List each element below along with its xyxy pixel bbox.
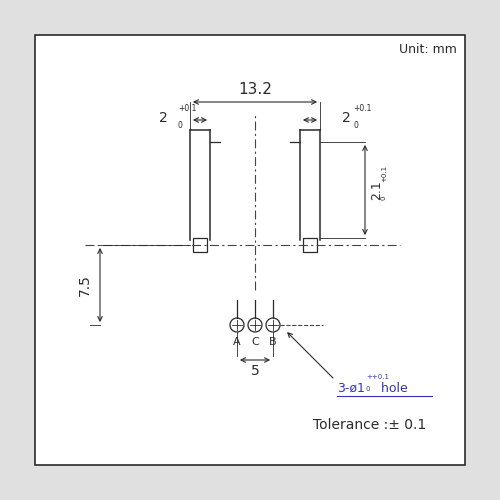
Text: 2: 2 — [159, 111, 168, 125]
Text: 7.5: 7.5 — [78, 274, 92, 296]
Text: B: B — [269, 337, 277, 347]
Text: 0: 0 — [353, 121, 358, 130]
Text: 13.2: 13.2 — [238, 82, 272, 97]
Text: 5: 5 — [250, 364, 260, 378]
Text: A: A — [233, 337, 241, 347]
Text: hole: hole — [377, 382, 408, 395]
Text: 2: 2 — [342, 111, 351, 125]
Text: Unit: mm: Unit: mm — [399, 43, 457, 56]
Text: Tolerance :± 0.1: Tolerance :± 0.1 — [314, 418, 426, 432]
Text: 3-ø1: 3-ø1 — [337, 382, 365, 395]
Text: C: C — [251, 337, 259, 347]
Text: ++0.1: ++0.1 — [366, 374, 389, 380]
Text: +0.1: +0.1 — [381, 165, 387, 182]
Text: 0: 0 — [178, 121, 183, 130]
Bar — [35, 35, 465, 465]
Text: +0.1: +0.1 — [353, 104, 372, 113]
Bar — [303, 238, 317, 252]
Text: 0: 0 — [381, 195, 387, 200]
Text: +0.1: +0.1 — [178, 104, 197, 113]
Bar — [193, 238, 207, 252]
Text: 2.1: 2.1 — [370, 180, 383, 200]
Text: 0: 0 — [366, 386, 370, 392]
